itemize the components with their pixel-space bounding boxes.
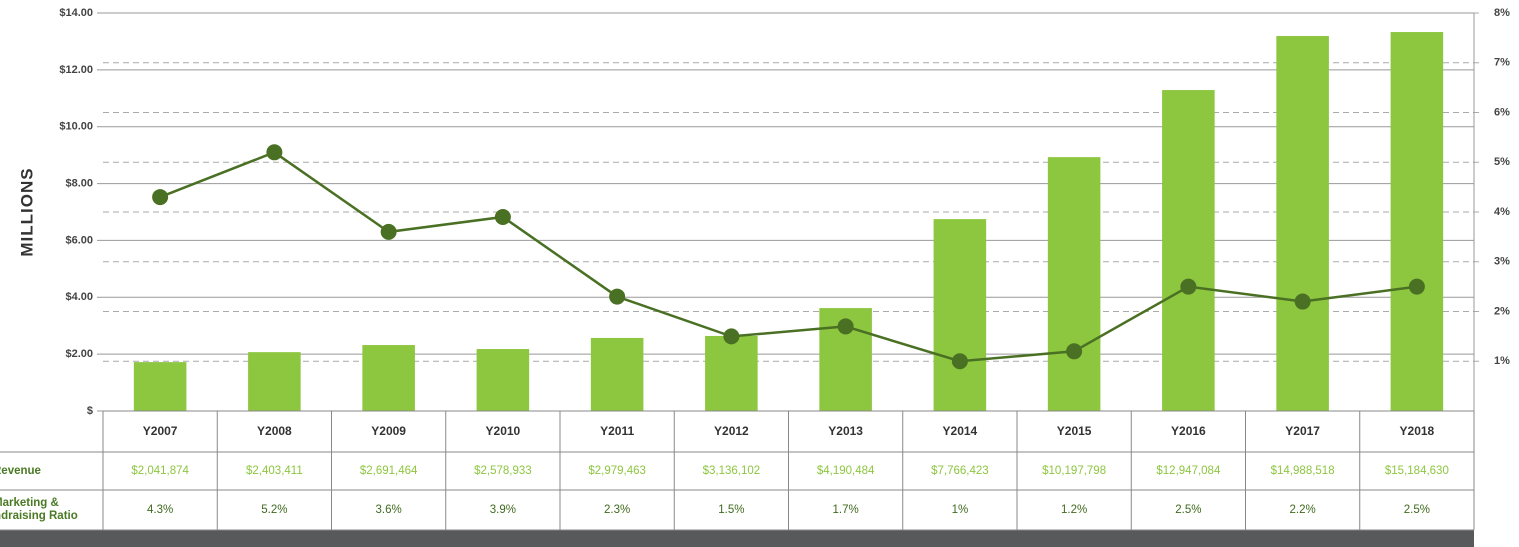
table-cell: 2.2%: [1290, 504, 1316, 516]
y2-tick-label: 6%: [1494, 106, 1510, 118]
bar: [476, 349, 530, 411]
bar: [1047, 157, 1101, 411]
x-tick-label: Y2010: [486, 424, 521, 438]
table-cell: 4.3%: [147, 504, 173, 516]
y2-tick-label: 4%: [1494, 206, 1510, 218]
y-tick-label: $10.00: [59, 121, 93, 133]
y-tick-label: $12.00: [59, 64, 93, 76]
x-tick-label: Y2016: [1171, 424, 1206, 438]
point: [1294, 293, 1311, 310]
bar: [705, 335, 758, 411]
x-tick-label: Y2015: [1057, 424, 1092, 438]
point: [723, 328, 740, 345]
table-cell: $12,947,084: [1156, 465, 1221, 477]
point: [494, 208, 511, 225]
bar: [248, 352, 301, 411]
point: [1180, 278, 1197, 295]
table-cell: $2,041,874: [131, 465, 189, 477]
bar: [133, 362, 187, 411]
x-tick-label: Y2008: [257, 424, 292, 438]
table-cell: 2.3%: [604, 504, 630, 516]
table-cell: 1.2%: [1061, 504, 1087, 516]
bar: [1162, 90, 1215, 411]
x-tick-label: Y2014: [943, 424, 978, 438]
point: [837, 318, 854, 335]
point: [951, 353, 968, 370]
x-tick-label: Y2009: [371, 424, 406, 438]
bar: [1390, 32, 1444, 411]
bar: [1276, 36, 1329, 412]
table-cell: $4,190,484: [817, 465, 875, 477]
table-cell: 3.6%: [376, 504, 402, 516]
table-cell: 5.2%: [261, 504, 287, 516]
table-cell: $7,766,423: [931, 465, 989, 477]
point: [1408, 278, 1425, 295]
point: [1066, 343, 1083, 360]
x-tick-label: Y2018: [1400, 424, 1435, 438]
table-cell: $3,136,102: [703, 465, 761, 477]
table-cell: $10,197,798: [1042, 465, 1106, 477]
point: [380, 223, 397, 240]
table-cell: $15,184,630: [1385, 465, 1449, 477]
table-cell: $14,988,518: [1271, 465, 1335, 477]
y2-tick-label: 8%: [1494, 7, 1510, 19]
y-axis-label: MILLIONS: [17, 167, 36, 256]
bar: [362, 345, 415, 411]
bar: [590, 337, 644, 411]
y-tick-label: $4.00: [65, 291, 93, 303]
table-cell: $2,403,411: [246, 465, 303, 477]
table-cell: $2,979,463: [588, 465, 646, 477]
x-tick-label: Y2013: [828, 424, 863, 438]
table-cell: 3.9%: [490, 504, 516, 516]
x-tick-label: Y2017: [1285, 424, 1320, 438]
x-tick-label: Y2012: [714, 424, 749, 438]
table-cell: $2,578,933: [474, 465, 532, 477]
table-cell: 1.7%: [833, 504, 859, 516]
y-tick-label: $14.00: [59, 7, 93, 19]
grid: [97, 12, 1480, 412]
point: [152, 189, 169, 206]
y2-tick-label: 1%: [1494, 355, 1510, 367]
table-cell: 2.5%: [1175, 504, 1201, 516]
point: [609, 288, 626, 305]
table-cell: 2.5%: [1404, 504, 1430, 516]
table-footer: [0, 530, 1474, 547]
y2-tick-label: 5%: [1494, 156, 1510, 168]
y-tick-label: $2.00: [65, 348, 93, 360]
line: [159, 150, 1418, 363]
row-label: Revenue: [0, 465, 41, 477]
y-tick-label: $6.00: [65, 234, 93, 246]
table-cell: 1.5%: [718, 504, 744, 516]
point: [266, 144, 283, 161]
y-tick-label: $8.00: [65, 177, 93, 189]
x-tick-label: Y2011: [600, 424, 634, 438]
bar: [933, 219, 987, 411]
x-tick-label: Y2007: [143, 424, 178, 438]
table-cell: $2,691,464: [360, 465, 418, 477]
y2-tick-label: 7%: [1494, 57, 1510, 69]
y2-tick-label: 2%: [1494, 305, 1510, 317]
row-label: Marketing &Fundraising Ratio: [0, 497, 78, 522]
table-cell: 1%: [952, 504, 969, 516]
y-tick-label: $: [87, 405, 93, 417]
y2-tick-label: 3%: [1494, 256, 1510, 268]
